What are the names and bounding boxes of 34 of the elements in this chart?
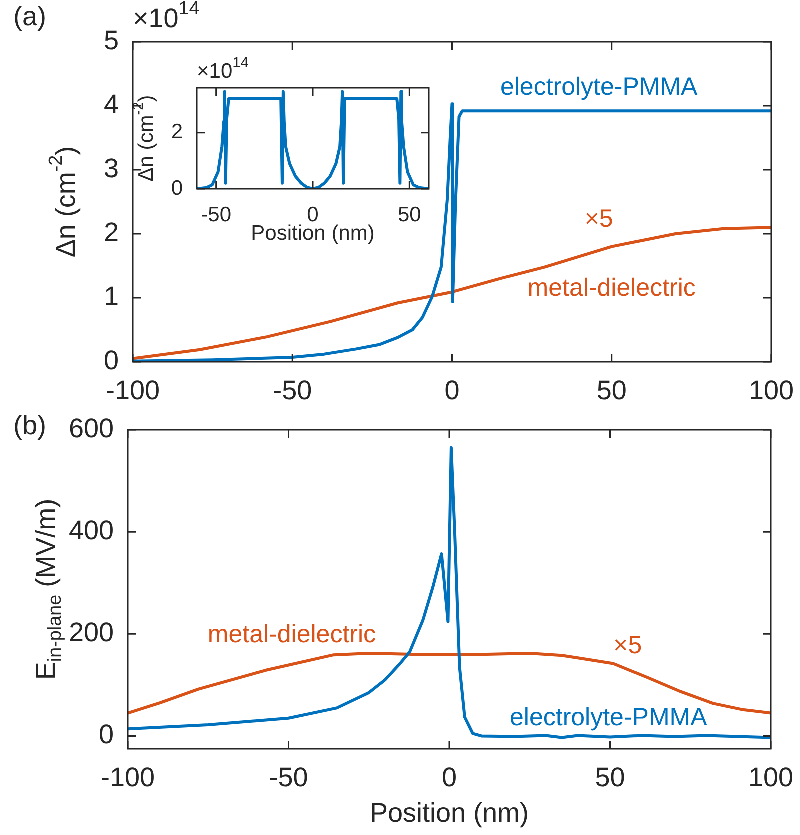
y-tick-label: 2 [171, 120, 183, 144]
annotation: ×5 [614, 631, 642, 660]
y-tick-label: 4 [104, 89, 119, 120]
x-tick-label: 0 [444, 376, 460, 406]
x-tick-label: 100 [748, 376, 794, 406]
x-tick-label: -50 [273, 376, 312, 406]
y-tick-label: 2 [104, 217, 119, 248]
series-label: metal-dielectric [208, 620, 376, 649]
y-axis-title: Δn (cm-2) [46, 146, 82, 258]
x-tick-label: 0 [442, 762, 458, 793]
x-tick-label: -100 [106, 376, 160, 406]
text: (b) [14, 410, 46, 440]
y-tick-label: 600 [68, 413, 114, 444]
x-tick-label: 50 [398, 203, 422, 226]
annotation: ×5 [584, 204, 614, 233]
y-tick-label: 0 [104, 345, 119, 376]
y-axis-title: Ein-plane (MV/m) [31, 498, 66, 680]
x-tick-label: 100 [748, 762, 794, 793]
x-tick-label: -100 [100, 762, 156, 793]
x-tick-label: -50 [201, 203, 232, 226]
y-tick-label: 0 [98, 720, 114, 750]
series-label: metal-dielectric [528, 274, 696, 302]
y-tick-label: 200 [68, 618, 114, 648]
text: (a) [14, 1, 46, 32]
x-tick-label: 50 [595, 762, 626, 793]
y-tick-label: 1 [104, 281, 119, 312]
x-tick-label: -50 [269, 762, 308, 793]
y-tick-label: 3 [104, 153, 119, 184]
series-label: electrolyte-PMMA [500, 72, 698, 101]
y-tick-label: 5 [104, 25, 119, 56]
x-tick-label: 50 [596, 376, 627, 406]
series-label: electrolyte-PMMA [510, 703, 708, 732]
y-tick-label: 400 [68, 516, 114, 546]
x-axis-title: Position (nm) [370, 798, 530, 828]
